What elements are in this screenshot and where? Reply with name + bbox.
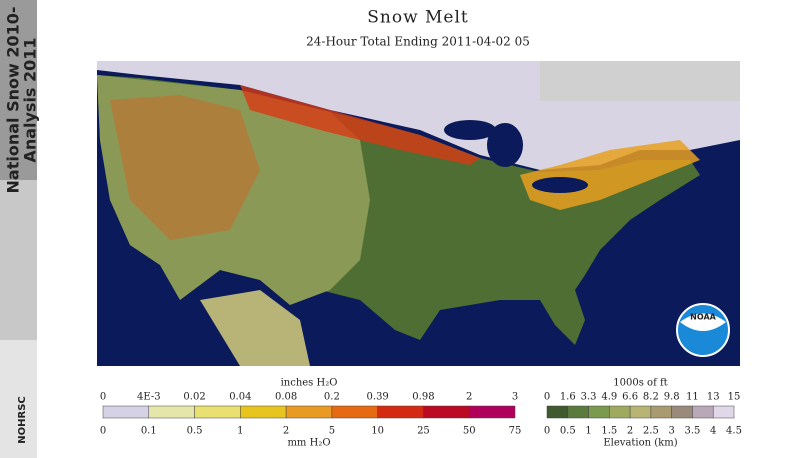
legend-swatch <box>423 405 470 419</box>
legend-label: 75 <box>509 426 522 437</box>
legend-swatch <box>692 405 714 419</box>
legend-label: 0 <box>544 426 550 437</box>
legend-swatch <box>650 405 672 419</box>
legend-label: 0.1 <box>141 426 157 437</box>
legend-label: 6.6 <box>622 392 638 403</box>
legend-label: 0.98 <box>412 392 434 403</box>
legend-label: 0 <box>544 392 550 403</box>
legend-swatch <box>331 405 378 419</box>
legend-label: 2.5 <box>643 426 659 437</box>
lake <box>444 120 496 140</box>
legend-swatch <box>609 405 631 419</box>
banner-text: National Snow 2010- <box>4 7 23 194</box>
lake <box>532 177 588 193</box>
legend-swatch <box>712 405 735 419</box>
legend-swatch <box>468 405 516 419</box>
legend-label: 0.5 <box>187 426 203 437</box>
legend-label: 10 <box>371 426 384 437</box>
legend-label: 0.5 <box>560 426 576 437</box>
legend-label: 0.2 <box>324 392 340 403</box>
canada-east <box>540 61 740 101</box>
legend-swatch <box>671 405 693 419</box>
lake <box>487 123 523 167</box>
legend-swatch <box>588 405 610 419</box>
legend-label: 4 <box>710 426 716 437</box>
legend-label: 0 <box>100 392 106 403</box>
legend-label: 2 <box>466 392 472 403</box>
legend-label: 0.02 <box>183 392 205 403</box>
legend-unit: mm H₂O <box>287 438 330 449</box>
legend-label: 3.5 <box>684 426 700 437</box>
legend-label: 1 <box>237 426 243 437</box>
title: Snow Melt <box>367 8 469 28</box>
legend-label: 9.8 <box>664 392 680 403</box>
legend-swatch <box>102 405 150 419</box>
legend-swatch <box>546 405 569 419</box>
legend-unit: Elevation (km) <box>603 438 677 449</box>
legend-label: 1.5 <box>601 426 617 437</box>
melt-west <box>110 95 260 240</box>
banner-text: Analysis 2011 <box>21 37 40 162</box>
legend-label: 4E-3 <box>137 392 161 403</box>
legend-label: 25 <box>417 426 430 437</box>
legend-label: 4.9 <box>601 392 617 403</box>
legend-label: 3 <box>668 426 674 437</box>
legends: inches H₂O 0 4E-3 0.02 0.04 0.08 0.2 0.39 0.98 2 3… <box>100 378 742 449</box>
legend-unit: 1000s of ft <box>613 378 667 389</box>
legend-label: 4.5 <box>726 426 742 437</box>
legend-label: 3.3 <box>581 392 597 403</box>
legend-swatch <box>194 405 241 419</box>
side-banner: National Snow 2010- Analysis 2011 NOHRSC <box>0 0 40 458</box>
legend-swatch <box>240 405 287 419</box>
melt-north <box>240 85 480 165</box>
legend-swatch <box>629 405 652 419</box>
noaa-text: NOAA <box>690 313 716 322</box>
subtitle: 24-Hour Total Ending 2011-04-02 05 <box>306 35 530 49</box>
banner-photo <box>0 340 37 458</box>
banner-photo <box>0 180 37 340</box>
legend-label: 5 <box>329 426 335 437</box>
legend-label: 0.39 <box>367 392 389 403</box>
map: NOAA <box>97 61 740 366</box>
legend-label: 0.04 <box>229 392 251 403</box>
legend-label: 13 <box>707 392 720 403</box>
legend-swatch <box>377 405 424 419</box>
legend-unit: inches H₂O <box>281 378 338 389</box>
legend-swatch <box>148 405 195 419</box>
legend-swatch <box>567 405 589 419</box>
noaa-bird <box>680 313 726 331</box>
legend-swatch <box>285 405 333 419</box>
legend-label: 2 <box>627 426 633 437</box>
legend-label: 50 <box>463 426 476 437</box>
noaa-logo: NOAA <box>676 303 730 357</box>
legend-label: 0.08 <box>275 392 297 403</box>
mexico <box>200 290 310 366</box>
banner-logo: NOHRSC <box>17 396 28 443</box>
legend-label: 0 <box>100 426 106 437</box>
legend-label: 1.6 <box>560 392 576 403</box>
legend-label: 15 <box>728 392 741 403</box>
legend-label: 2 <box>283 426 289 437</box>
legend-label: 11 <box>686 392 699 403</box>
legend-label: 8.2 <box>643 392 659 403</box>
legend-label: 3 <box>512 392 518 403</box>
legend-label: 1 <box>585 426 591 437</box>
